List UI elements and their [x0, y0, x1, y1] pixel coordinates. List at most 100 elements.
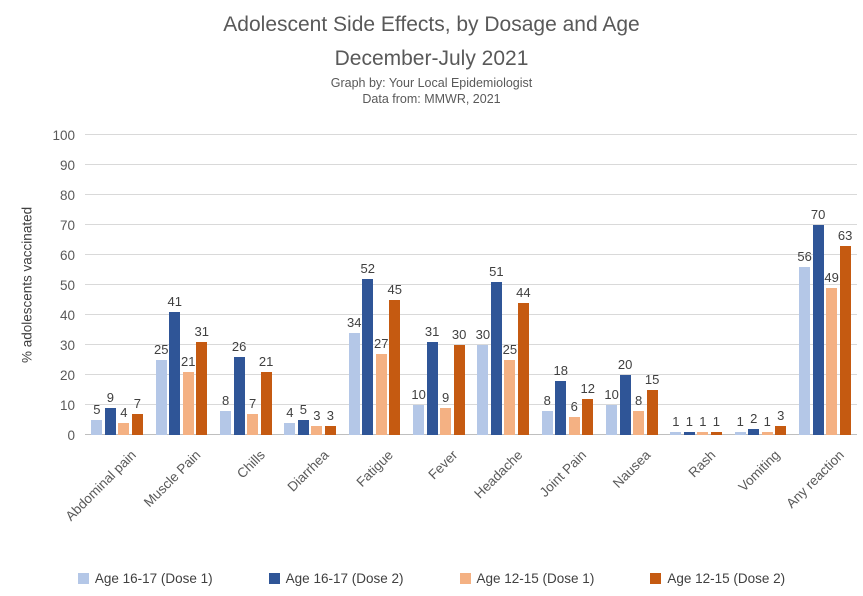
gridline	[85, 194, 857, 195]
legend-item: Age 16-17 (Dose 2)	[268, 571, 404, 586]
bar-value-label: 30	[475, 327, 491, 342]
bar	[799, 267, 811, 435]
bar-value-label: 1	[763, 414, 771, 429]
bar	[453, 345, 465, 435]
bar-value-label: 1	[685, 414, 694, 429]
bar	[104, 408, 116, 435]
bar-value-label: 1	[712, 414, 721, 429]
bar	[375, 354, 387, 435]
chart-title-line1: Adolescent Side Effects, by Dosage and A…	[223, 13, 640, 36]
x-category-label: Any reaction	[783, 447, 847, 511]
bar-value-label: 10	[411, 387, 426, 402]
y-tick-label: 100	[52, 127, 75, 143]
bar-value-label: 31	[194, 324, 209, 339]
bar	[284, 423, 296, 435]
gridline	[85, 134, 857, 135]
x-category-label: Abdominal pain	[62, 447, 140, 524]
gridline	[85, 314, 857, 315]
y-tick-label: 50	[59, 277, 75, 293]
bar	[748, 429, 760, 435]
bar-value-label: 25	[502, 342, 518, 357]
y-tick-label: 80	[59, 187, 75, 203]
bar	[670, 432, 682, 435]
bar-value-label: 31	[424, 324, 440, 339]
bar	[582, 399, 594, 435]
bar	[761, 432, 773, 435]
bar-value-label: 1	[672, 414, 680, 429]
bar	[477, 345, 489, 435]
legend-item: Age 12-15 (Dose 2)	[650, 571, 785, 586]
bar-value-label: 10	[604, 387, 619, 402]
x-category-label: Chills	[233, 447, 268, 482]
bar	[697, 432, 709, 435]
legend-swatch-icon	[77, 573, 89, 584]
x-category-label: Joint Pain	[536, 447, 590, 500]
bar	[118, 423, 130, 435]
gridline	[85, 284, 857, 285]
bar-value-label: 18	[553, 363, 568, 378]
gridline	[85, 404, 857, 405]
bar	[389, 300, 401, 435]
bar	[633, 411, 645, 435]
gridline	[85, 224, 857, 225]
bar-value-label: 56	[797, 249, 812, 264]
legend-swatch-icon	[268, 573, 280, 584]
bar-value-label: 3	[777, 408, 785, 423]
bar	[196, 342, 208, 435]
bar	[555, 381, 567, 435]
bar-value-label: 45	[387, 282, 402, 297]
bar-value-label: 52	[360, 261, 375, 276]
gridline	[85, 374, 857, 375]
bar-value-label: 3	[313, 408, 321, 423]
bar-value-label: 5	[299, 402, 308, 417]
bar	[683, 432, 695, 435]
bar	[734, 432, 746, 435]
bar-value-label: 34	[347, 315, 362, 330]
y-tick-label: 20	[59, 367, 75, 383]
x-category-label: Diarrhea	[284, 447, 333, 495]
bar	[348, 333, 360, 435]
bar-value-label: 20	[617, 357, 633, 372]
x-axis-line	[85, 434, 857, 435]
bar	[775, 426, 787, 435]
bar	[517, 303, 529, 435]
bar	[619, 375, 631, 435]
legend-swatch-icon	[459, 573, 471, 584]
legend-swatch-icon	[650, 573, 662, 584]
bar	[490, 282, 502, 435]
bar-value-label: 8	[634, 393, 643, 408]
bar	[131, 414, 143, 435]
bar	[220, 411, 232, 435]
bar	[568, 417, 580, 435]
gridline	[85, 254, 857, 255]
y-tick-label: 70	[59, 217, 75, 233]
bar-value-label: 6	[570, 399, 578, 414]
y-tick-label: 0	[67, 427, 75, 443]
y-tick-label: 60	[59, 247, 75, 263]
bar	[169, 312, 181, 435]
gridline	[85, 164, 857, 165]
bar-value-label: 41	[167, 294, 182, 309]
bar-value-label: 9	[106, 390, 115, 405]
bar	[646, 390, 658, 435]
bar	[426, 342, 438, 435]
x-category-label: Vomiting	[735, 447, 783, 495]
gridline	[85, 344, 857, 345]
bar-value-label: 5	[93, 402, 101, 417]
chart-credit: Graph by: Your Local Epidemiologist	[330, 76, 533, 91]
bar	[155, 360, 167, 435]
bar-value-label: 21	[258, 354, 274, 369]
bar-value-label: 4	[286, 405, 294, 420]
x-category-label: Muscle Pain	[140, 447, 204, 510]
x-axis-category-labels: Abdominal pain Muscle Pain Chills Diarrhea F…	[63, 441, 857, 563]
bar-value-label: 8	[543, 393, 551, 408]
bar-value-label: 51	[489, 264, 504, 279]
bar-value-label: 4	[120, 405, 128, 420]
bar	[182, 372, 194, 435]
y-tick-label: 10	[59, 397, 75, 413]
bar	[311, 426, 323, 435]
bar-value-label: 25	[154, 342, 169, 357]
bar-value-label: 2	[750, 411, 758, 426]
y-axis-tick-labels: 0 10 20 30 40 50 60 70 80 90 100	[30, 128, 75, 441]
bar	[413, 405, 425, 435]
